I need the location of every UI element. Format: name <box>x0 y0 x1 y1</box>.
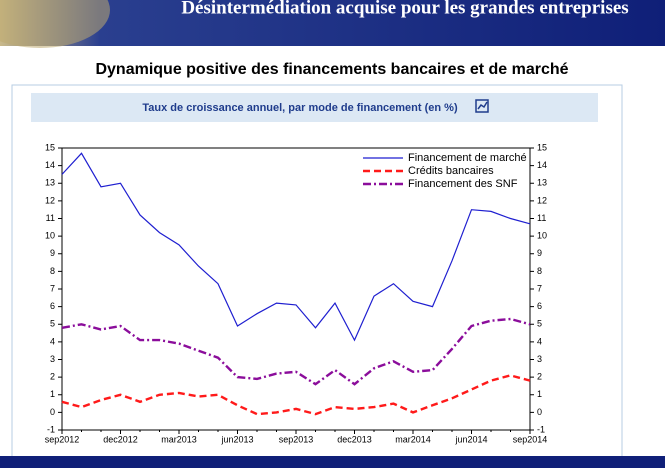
seal <box>0 0 110 48</box>
y2-tick-label: 11 <box>537 213 546 223</box>
y2-tick-label: 1 <box>537 389 542 399</box>
banner <box>0 0 665 46</box>
x-tick-label: mar2014 <box>395 434 431 444</box>
y2-tick-label: 5 <box>537 319 542 329</box>
y-tick-label: -1 <box>47 424 55 434</box>
y-tick-label: 14 <box>45 160 55 170</box>
series-line <box>61 317 531 386</box>
x-tick-label: sep2013 <box>279 434 314 444</box>
y2-tick-label: -1 <box>537 424 545 434</box>
y-tick-label: 2 <box>50 372 55 382</box>
y-tick-label: 13 <box>45 178 55 188</box>
chart-subtitle: Taux de croissance annuel, par mode de f… <box>142 102 458 114</box>
x-tick-label: jun2013 <box>220 434 253 444</box>
footer-bar <box>0 456 665 468</box>
y2-tick-label: 15 <box>537 142 547 152</box>
y2-tick-label: 8 <box>537 266 542 276</box>
y2-tick-label: 6 <box>537 301 542 311</box>
y2-tick-label: 7 <box>537 283 542 293</box>
y-tick-label: 3 <box>50 354 55 364</box>
subtitle-box <box>31 93 598 122</box>
legend-label: Financement de marché <box>408 152 527 164</box>
y-tick-label: 12 <box>45 195 55 205</box>
y2-tick-label: 14 <box>537 160 547 170</box>
plot-area <box>61 147 531 431</box>
chart-icon <box>475 99 489 113</box>
y2-tick-label: 12 <box>537 195 547 205</box>
y2-tick-label: 3 <box>537 354 542 364</box>
y-tick-label: 15 <box>45 142 55 152</box>
y-tick-label: 5 <box>50 319 55 329</box>
y-tick-label: 1 <box>50 389 55 399</box>
y-tick-label: 7 <box>50 283 55 293</box>
y2-tick-label: 13 <box>537 178 547 188</box>
y-tick-label: 9 <box>50 248 55 258</box>
x-tick-label: sep2012 <box>45 434 80 444</box>
x-tick-label: dec2013 <box>337 434 372 444</box>
chart-title: Dynamique positive des financements banc… <box>95 61 568 78</box>
x-tick-label: sep2014 <box>513 434 548 444</box>
y2-tick-label: 2 <box>537 372 542 382</box>
series-line <box>61 374 531 416</box>
y-tick-label: 10 <box>45 231 55 241</box>
y2-tick-label: 9 <box>537 248 542 258</box>
y2-tick-label: 4 <box>537 336 542 346</box>
y2-tick-label: 10 <box>537 231 547 241</box>
y-tick-label: 11 <box>46 213 55 223</box>
banner-title: Désintermédiation acquise pour les grand… <box>181 0 628 18</box>
x-tick-label: dec2012 <box>103 434 138 444</box>
y-tick-label: 4 <box>50 336 55 346</box>
legend-label: Financement des SNF <box>408 178 518 190</box>
y-tick-label: 6 <box>50 301 55 311</box>
y-tick-label: 8 <box>50 266 55 276</box>
x-tick-label: mar2013 <box>161 434 197 444</box>
x-tick-label: jun2014 <box>454 434 487 444</box>
legend-label: Crédits bancaires <box>408 165 494 177</box>
y2-tick-label: 0 <box>537 407 542 417</box>
series-line <box>61 152 531 342</box>
y-tick-label: 0 <box>50 407 55 417</box>
